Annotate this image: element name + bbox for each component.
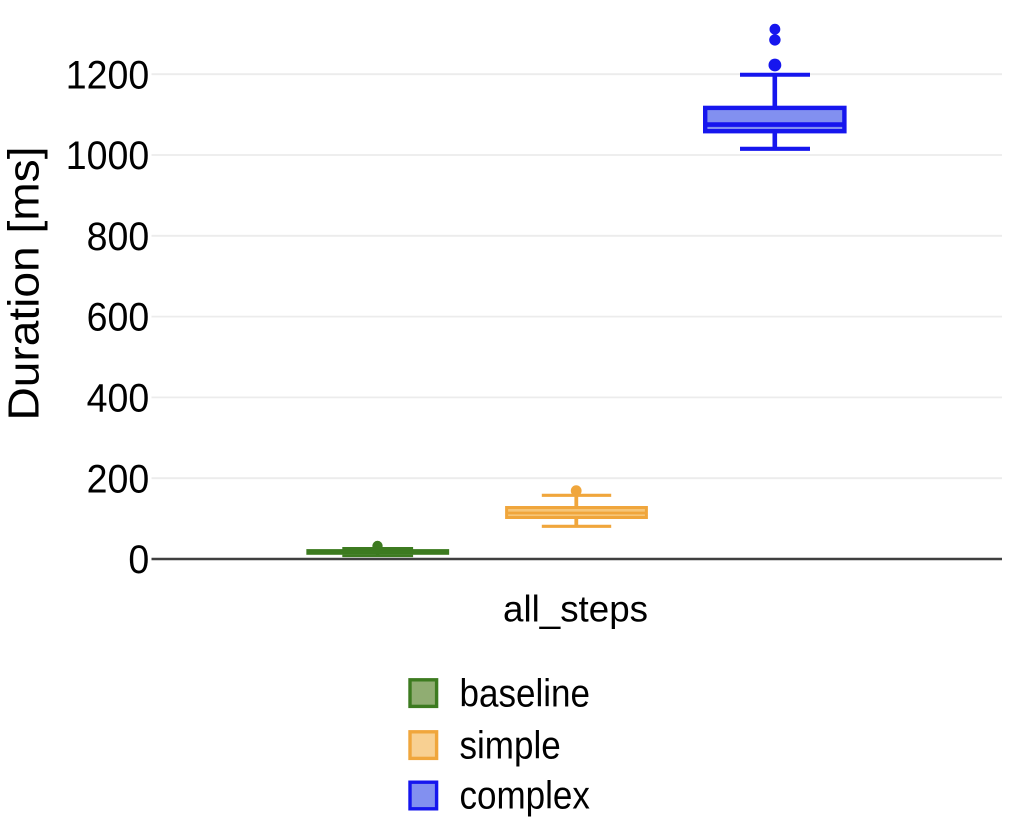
- svg-text:Duration [ms]: Duration [ms]: [0, 146, 48, 420]
- svg-text:600: 600: [87, 296, 150, 340]
- svg-text:1000: 1000: [66, 134, 149, 178]
- svg-text:1200: 1200: [66, 53, 149, 97]
- svg-text:200: 200: [87, 457, 150, 501]
- svg-text:baseline: baseline: [460, 672, 590, 715]
- svg-text:complex: complex: [460, 774, 590, 817]
- svg-text:0: 0: [128, 538, 149, 582]
- svg-text:400: 400: [87, 377, 150, 421]
- svg-text:800: 800: [87, 215, 150, 259]
- svg-text:simple: simple: [460, 724, 561, 767]
- svg-text:all_steps: all_steps: [503, 587, 648, 629]
